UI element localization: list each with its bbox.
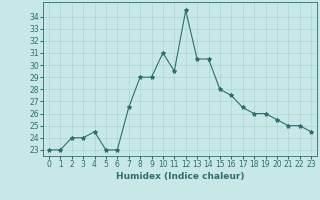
X-axis label: Humidex (Indice chaleur): Humidex (Indice chaleur): [116, 172, 244, 181]
